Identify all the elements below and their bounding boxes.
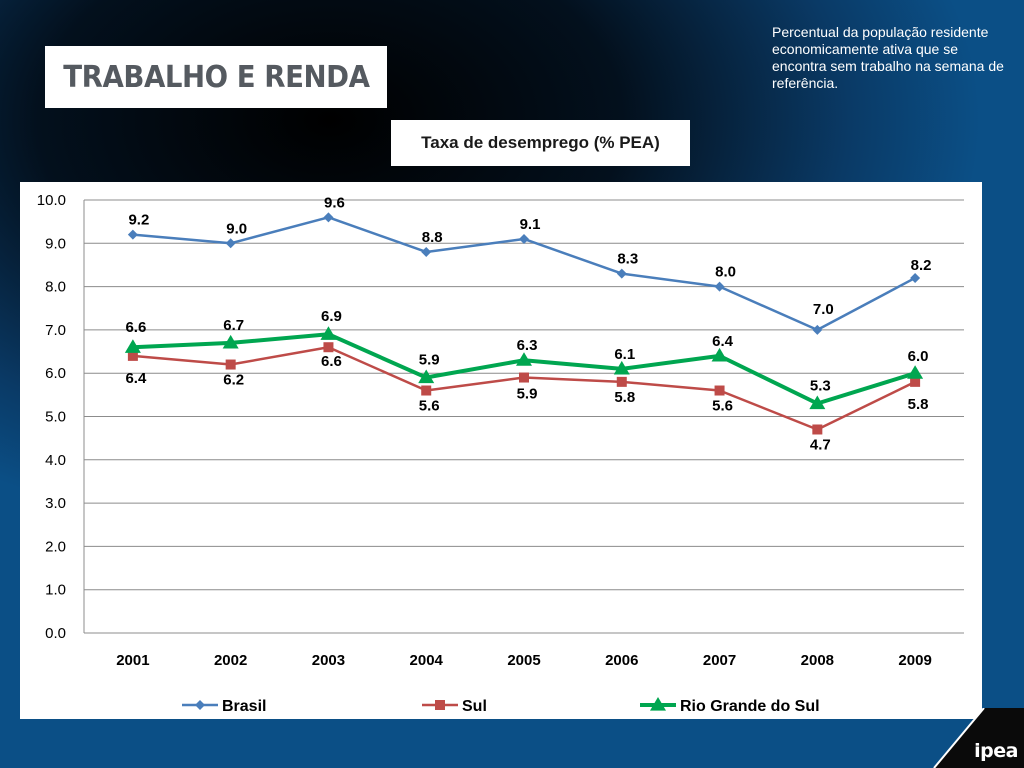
y-tick-label: 4.0 [45, 452, 66, 469]
marker-square [127, 350, 138, 361]
marker-square [421, 385, 432, 396]
y-tick-label: 5.0 [45, 409, 66, 426]
data-label: 6.9 [321, 308, 342, 325]
x-tick-label: 2006 [605, 652, 638, 669]
marker-diamond [421, 246, 432, 257]
marker-diamond [323, 212, 334, 223]
marker-triangle [907, 365, 924, 379]
data-label: 8.0 [715, 264, 736, 281]
data-label: 6.0 [908, 348, 929, 365]
data-label: 9.6 [324, 194, 345, 211]
marker-triangle [418, 369, 435, 384]
data-label: 8.8 [422, 229, 443, 246]
section-title: TRABALHO E RENDA [62, 59, 370, 95]
marker-diamond [195, 700, 205, 710]
data-label: 5.6 [712, 398, 733, 415]
data-label: 6.2 [223, 372, 244, 389]
data-label: 5.9 [419, 352, 440, 369]
chart-panel: 0.0 1.0 2.0 3.0 4.0 5.0 6.0 7.0 8.0 9.0 10.0 2001 20… [20, 182, 982, 719]
marker-diamond [127, 229, 138, 240]
data-label: 5.3 [810, 378, 831, 395]
y-tick-label: 8.0 [45, 279, 66, 296]
marker-square [910, 376, 921, 387]
marker-triangle [809, 395, 826, 410]
marker-square [519, 372, 529, 383]
section-title-box: TRABALHO E RENDA [45, 46, 387, 108]
data-label: 6.6 [321, 353, 342, 370]
x-tick-label: 2004 [410, 652, 444, 669]
data-label: 5.9 [517, 386, 538, 403]
data-label: 6.4 [125, 370, 147, 387]
marker-diamond [812, 324, 823, 335]
data-label: 9.1 [520, 216, 541, 233]
marker-square [435, 700, 445, 710]
legend-label: Rio Grande do Sul [680, 698, 820, 715]
x-tick-label: 2001 [116, 652, 149, 669]
marker-triangle [613, 360, 630, 375]
legend-label: Sul [462, 698, 487, 715]
marker-triangle [124, 339, 141, 353]
marker-diamond [714, 281, 725, 292]
marker-diamond [910, 272, 921, 283]
data-label: 6.1 [614, 346, 635, 363]
marker-triangle [711, 347, 728, 362]
y-tick-label: 7.0 [45, 322, 66, 339]
marker-triangle [320, 326, 337, 340]
marker-square [812, 424, 823, 435]
x-tick-label: 2005 [507, 652, 540, 669]
data-label: 6.7 [223, 317, 244, 334]
data-label: 4.7 [810, 436, 831, 453]
marker-diamond [616, 268, 627, 279]
x-tick-label: 2008 [801, 652, 834, 669]
y-tick-label: 0.0 [45, 625, 66, 642]
y-tick-label: 2.0 [45, 538, 66, 555]
data-label: 9.0 [226, 220, 247, 237]
marker-square [323, 342, 334, 353]
marker-triangle [650, 697, 666, 711]
data-label: 9.2 [128, 212, 149, 229]
data-label: 8.3 [617, 251, 638, 268]
x-tick-label: 2002 [214, 652, 247, 669]
x-tick-label: 2009 [898, 652, 931, 669]
data-label: 5.8 [908, 396, 929, 413]
data-label: 5.8 [614, 389, 635, 406]
line-chart: 0.0 1.0 2.0 3.0 4.0 5.0 6.0 7.0 8.0 9.0 10.0 2001 20… [37, 192, 964, 715]
chart-title: Taxa de desemprego (% PEA) [421, 133, 660, 152]
corner-decoration [933, 708, 1024, 768]
x-tick-label: 2007 [703, 652, 736, 669]
x-tick-label: 2003 [312, 652, 345, 669]
data-label: 6.4 [712, 333, 734, 350]
marker-square [714, 385, 725, 396]
marker-square [616, 376, 627, 387]
data-label: 8.2 [911, 257, 932, 274]
indicator-description: Percentual da população residente econom… [772, 24, 1004, 91]
marker-diamond [519, 233, 529, 244]
y-tick-label: 9.0 [45, 235, 66, 252]
marker-triangle [222, 334, 239, 349]
marker-square [225, 359, 236, 370]
y-tick-label: 1.0 [45, 582, 66, 599]
ipea-logo: ipea [974, 740, 1018, 762]
marker-diamond [225, 238, 236, 249]
chart-title-box: Taxa de desemprego (% PEA) [391, 120, 690, 166]
legend-label: Brasil [222, 698, 266, 715]
data-label: 6.3 [517, 337, 538, 354]
y-tick-label: 6.0 [45, 365, 66, 382]
marker-triangle [516, 352, 532, 366]
data-label: 7.0 [813, 301, 834, 318]
y-tick-label: 3.0 [45, 495, 66, 512]
y-tick-label: 10.0 [37, 192, 66, 209]
data-label: 5.6 [419, 398, 440, 415]
data-label: 6.6 [125, 319, 146, 336]
